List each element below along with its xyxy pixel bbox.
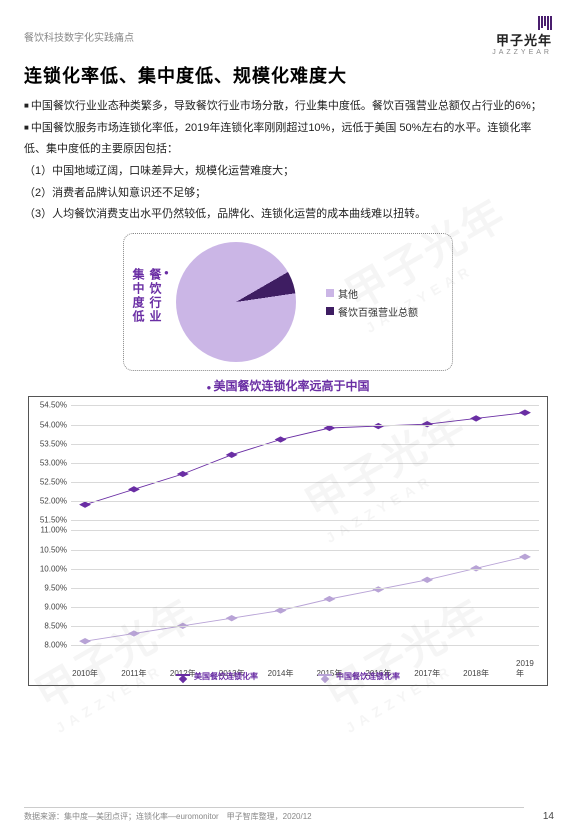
y-tick-label: 10.50% [33,545,67,554]
y-tick-label: 9.50% [33,583,67,592]
y-tick-label: 54.50% [33,401,67,410]
legend-us: 美国餐饮连锁化率 [176,671,258,682]
y-tick-label: 53.00% [33,458,67,467]
y-tick-label: 52.00% [33,497,67,506]
reason-1: （1）中国地域辽阔，口味差异大，规模化运营难度大； [24,161,552,182]
paragraph-2: 中国餐饮服务市场连锁化率低，2019年连锁化率刚刚超过10%，远低于美国 50%… [24,118,552,160]
pie-side-title: 餐饮行业集中度低 [130,268,171,336]
breadcrumb: 餐饮科技数字化实践痛点 [24,29,134,44]
y-tick-label: 8.00% [33,641,67,650]
paragraph-1: 中国餐饮行业业态种类繁多，导致餐饮行业市场分散，行业集中度低。餐饮百强营业总额仅… [24,96,552,117]
y-tick-label: 10.00% [33,564,67,573]
logo: 甲子光年 JAZZYEAR [492,16,552,56]
y-tick-label: 11.00% [33,526,67,535]
page-number: 14 [543,811,554,822]
header: 餐饮科技数字化实践痛点 甲子光年 JAZZYEAR [24,16,552,56]
line-chart-title: 美国餐饮连锁化率远高于中国 [24,377,552,394]
pie-chart-block: 餐饮行业集中度低 其他 餐饮百强营业总额 [123,233,453,371]
footer-source: 数据来源：集中度—美团点评；连锁化率—euromonitor 甲子智库整理，20… [24,807,524,822]
line-chart-legend: 美国餐饮连锁化率 中国餐饮连锁化率 [29,671,547,682]
logo-en: JAZZYEAR [492,49,552,56]
pie-legend-label-1: 餐饮百强营业总额 [338,304,418,319]
reason-2: （2）消费者品牌认知意识还不足够； [24,183,552,204]
y-tick-label: 9.00% [33,603,67,612]
body-text: 中国餐饮行业业态种类繁多，导致餐饮行业市场分散，行业集中度低。餐饮百强营业总额仅… [24,96,552,225]
pie-legend-item-0: 其他 [326,286,418,301]
line-chart: 51.50% 52.00% 52.50% 53.00% 53.50% 54.00% 54.5… [28,396,548,686]
reason-3: （3）人均餐饮消费支出水平仍然较低，品牌化、连锁化运营的成本曲线难以扭转。 [24,204,552,225]
pie-legend: 其他 餐饮百强营业总额 [326,283,418,322]
legend-us-label: 美国餐饮连锁化率 [194,671,258,682]
y-tick-label: 8.50% [33,622,67,631]
y-tick-label: 53.50% [33,439,67,448]
y-tick-label: 52.50% [33,478,67,487]
legend-cn-label: 中国餐饮连锁化率 [336,671,400,682]
pie-chart [176,242,296,362]
logo-mark-icon [492,16,552,30]
y-tick-label: 51.50% [33,516,67,525]
page-title: 连锁化率低、集中度低、规模化难度大 [24,62,552,88]
logo-cn: 甲子光年 [492,30,552,49]
pie-legend-label-0: 其他 [338,286,358,301]
y-tick-label: 54.00% [33,420,67,429]
legend-cn: 中国餐饮连锁化率 [318,671,400,682]
pie-legend-item-1: 餐饮百强营业总额 [326,304,418,319]
